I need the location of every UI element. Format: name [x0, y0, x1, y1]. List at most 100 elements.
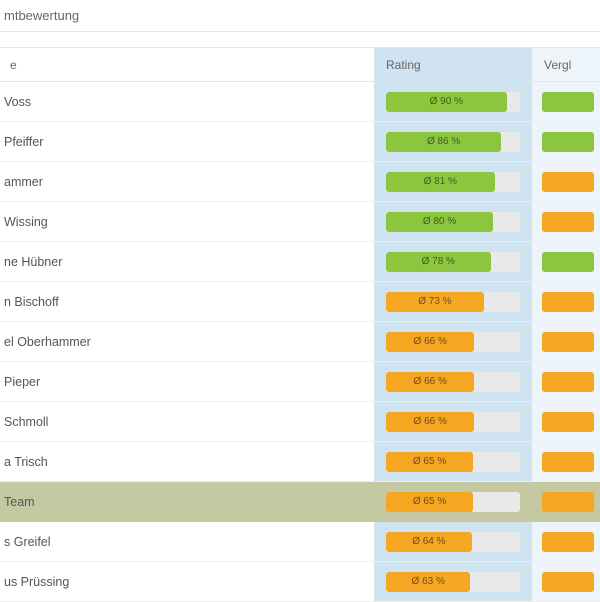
- compare-bar: [542, 372, 594, 392]
- name-cell: n Bischoff: [0, 295, 374, 309]
- rating-bar: Ø 73 %: [386, 292, 520, 312]
- compare-cell: [532, 402, 600, 441]
- col-header-rating[interactable]: Rating: [374, 48, 532, 81]
- name-cell: Schmoll: [0, 415, 374, 429]
- title-spacer: [0, 32, 600, 48]
- rating-bar: Ø 78 %: [386, 252, 520, 272]
- name-cell: ammer: [0, 175, 374, 189]
- col-header-name[interactable]: e: [0, 58, 374, 72]
- rating-bar: Ø 65 %: [386, 452, 520, 472]
- compare-bar: [542, 452, 594, 472]
- rating-value-label: Ø 65 %: [413, 456, 446, 467]
- rating-cell: Ø 81 %: [374, 162, 532, 201]
- col-header-name-label: e: [10, 58, 17, 72]
- rating-value-label: Ø 78 %: [422, 256, 455, 267]
- rating-bar: Ø 65 %: [386, 492, 520, 512]
- rating-bar: Ø 80 %: [386, 212, 520, 232]
- table-row[interactable]: Pieper Ø 66 %: [0, 362, 600, 402]
- table-body: Voss Ø 90 % PfeifferØ 86 % ammer Ø 81 % Wissi…: [0, 82, 600, 602]
- name-label: a Trisch: [4, 455, 48, 469]
- name-cell: Team: [0, 495, 374, 509]
- compare-bar: [542, 412, 594, 432]
- rating-cell: Ø 66 %: [374, 402, 532, 441]
- page-title: mtbewertung: [0, 0, 600, 32]
- rating-bar-fill: Ø 81 %: [386, 172, 495, 192]
- rating-bar-fill: Ø 65 %: [386, 452, 473, 472]
- name-label: el Oberhammer: [4, 335, 91, 349]
- name-label: Team: [4, 495, 35, 509]
- compare-bar: [542, 292, 594, 312]
- col-header-compare[interactable]: Vergl: [532, 48, 600, 81]
- rating-cell: Ø 66 %: [374, 322, 532, 361]
- rating-cell: Ø 73 %: [374, 282, 532, 321]
- table-row[interactable]: Wissing Ø 80 %: [0, 202, 600, 242]
- rating-bar: Ø 64 %: [386, 532, 520, 552]
- name-cell: us Prüssing: [0, 575, 374, 589]
- compare-bar: [542, 252, 594, 272]
- name-label: Pieper: [4, 375, 40, 389]
- compare-cell: [532, 322, 600, 361]
- compare-bar: [542, 492, 594, 512]
- table-row-team[interactable]: Team Ø 65 %: [0, 482, 600, 522]
- rating-cell: Ø 80 %: [374, 202, 532, 241]
- table-header-row: e Rating Vergl: [0, 48, 600, 82]
- compare-cell: [532, 242, 600, 281]
- rating-bar: Ø 81 %: [386, 172, 520, 192]
- rating-bar-fill: Ø 63 %: [386, 572, 470, 592]
- name-label: n Bischoff: [4, 295, 59, 309]
- rating-bar-fill: Ø 65 %: [386, 492, 473, 512]
- compare-cell: [532, 362, 600, 401]
- name-label: Schmoll: [4, 415, 48, 429]
- compare-cell: [532, 482, 600, 521]
- rating-value-label: Ø 86 %: [427, 136, 460, 147]
- compare-bar: [542, 92, 594, 112]
- compare-cell: [532, 82, 600, 121]
- rating-bar: Ø 63 %: [386, 572, 520, 592]
- name-cell: el Oberhammer: [0, 335, 374, 349]
- rating-table-container: mtbewertung e Rating Vergl Voss Ø 90 % Pfe…: [0, 0, 600, 600]
- rating-bar: Ø 66 %: [386, 332, 520, 352]
- name-label: ammer: [4, 175, 43, 189]
- rating-cell: Ø 65 %: [374, 442, 532, 481]
- compare-bar: [542, 332, 594, 352]
- compare-bar: [542, 572, 594, 592]
- name-label: Wissing: [4, 215, 48, 229]
- rating-value-label: Ø 66 %: [414, 376, 447, 387]
- table-row[interactable]: ne Hübner Ø 78 %: [0, 242, 600, 282]
- rating-bar: Ø 66 %: [386, 372, 520, 392]
- rating-bar: Ø 90 %: [386, 92, 520, 112]
- title-text: mtbewertung: [4, 8, 79, 23]
- name-cell: Voss: [0, 95, 374, 109]
- rating-bar-fill: Ø 78 %: [386, 252, 491, 272]
- compare-bar: [542, 532, 594, 552]
- table-row[interactable]: s Greifel Ø 64 %: [0, 522, 600, 562]
- name-cell: ne Hübner: [0, 255, 374, 269]
- rating-bar-fill: Ø 64 %: [386, 532, 472, 552]
- compare-cell: [532, 122, 600, 161]
- rating-cell: Ø 64 %: [374, 522, 532, 561]
- compare-cell: [532, 522, 600, 561]
- rating-bar-fill: Ø 66 %: [386, 412, 474, 432]
- compare-cell: [532, 562, 600, 601]
- compare-bar: [542, 172, 594, 192]
- name-label: s Greifel: [4, 535, 51, 549]
- table-row[interactable]: Voss Ø 90 %: [0, 82, 600, 122]
- table-row[interactable]: n Bischoff Ø 73 %: [0, 282, 600, 322]
- name-label: Voss: [4, 95, 31, 109]
- table-row[interactable]: el Oberhammer Ø 66 %: [0, 322, 600, 362]
- table-row[interactable]: PfeifferØ 86 %: [0, 122, 600, 162]
- compare-cell: [532, 202, 600, 241]
- table-row[interactable]: a Trisch Ø 65 %: [0, 442, 600, 482]
- rating-cell: Ø 86 %: [374, 122, 532, 161]
- table-row[interactable]: Schmoll Ø 66 %: [0, 402, 600, 442]
- name-label: us Prüssing: [4, 575, 69, 589]
- name-cell: s Greifel: [0, 535, 374, 549]
- rating-value-label: Ø 65 %: [413, 496, 446, 507]
- col-header-rating-label: Rating: [386, 58, 421, 72]
- rating-value-label: Ø 80 %: [423, 216, 456, 227]
- rating-bar: Ø 86 %: [386, 132, 520, 152]
- table-row[interactable]: ammer Ø 81 %: [0, 162, 600, 202]
- rating-cell: Ø 65 %: [374, 482, 532, 521]
- rating-value-label: Ø 64 %: [412, 536, 445, 547]
- table-row[interactable]: us Prüssing Ø 63 %: [0, 562, 600, 602]
